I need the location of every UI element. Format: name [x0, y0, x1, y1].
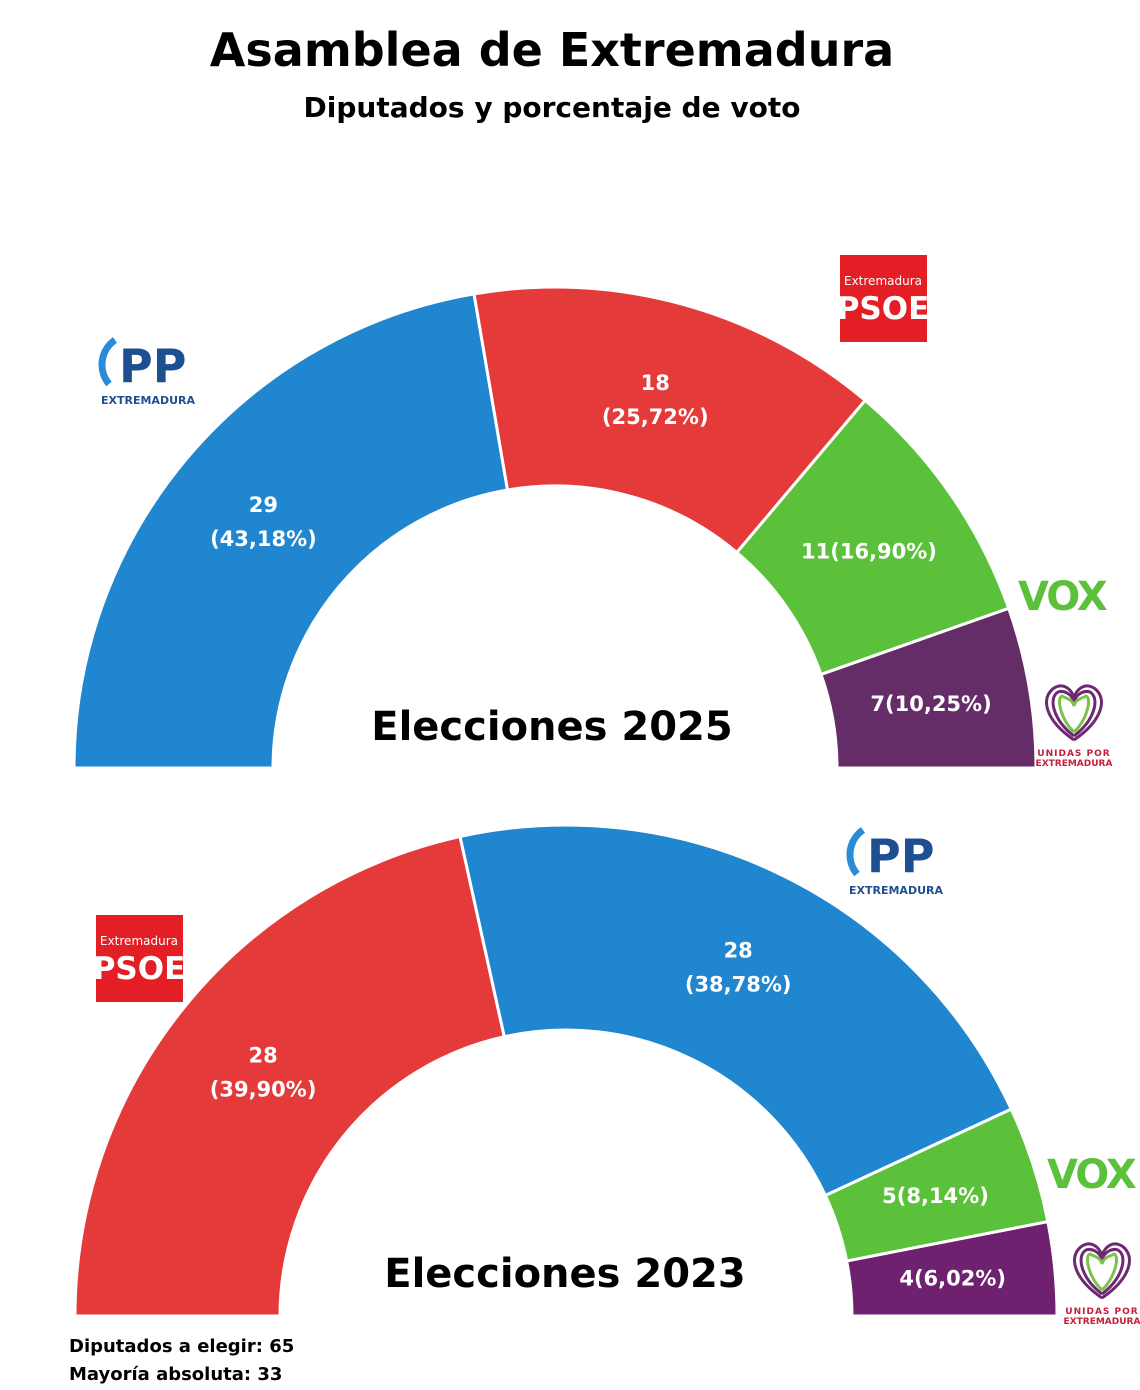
svg-text:PSOE: PSOE — [837, 291, 930, 327]
vox-logo: VOX — [1047, 1152, 1139, 1198]
segment-label: 5(8,14%) — [882, 1184, 989, 1208]
svg-text:PSOE: PSOE — [93, 951, 186, 987]
svg-text:PP: PP — [867, 829, 934, 883]
segment-label: 18 (25,72%) — [602, 371, 709, 429]
chart-2025-title: Elecciones 2025 — [371, 704, 732, 750]
segment-label: 28 (39,90%) — [210, 1044, 317, 1102]
svg-text:UNIDAS POR: UNIDAS POR — [1065, 1307, 1138, 1317]
svg-text:UNIDAS POR: UNIDAS POR — [1037, 749, 1110, 759]
svg-text:EXTREMADURA: EXTREMADURA — [1036, 759, 1113, 769]
segment-psoe — [472, 285, 868, 555]
segment-pp — [72, 292, 510, 770]
chart-2023-title: Elecciones 2023 — [384, 1251, 745, 1297]
svg-text:EXTREMADURA: EXTREMADURA — [1064, 1317, 1140, 1327]
svg-text:Extremadura: Extremadura — [100, 934, 178, 948]
chart-2025: 29 (43,18%) 18 (25,72%) 11(16,90%) 7(10,25%) — [72, 285, 1038, 770]
absolute-majority: Mayoría absoluta: 33 — [69, 1364, 282, 1385]
segment-label: 29 (43,18%) — [210, 493, 317, 551]
segment-up2023 — [844, 1219, 1059, 1318]
chart-2023: 28 (39,90%) 28 (38,78%) 5(8,14%) 4(6,02%) — [73, 823, 1059, 1318]
segment-label: 28 (38,78%) — [685, 939, 792, 997]
vox-logo: VOX — [1018, 574, 1110, 620]
chart-title: Asamblea de Extremadura — [210, 23, 894, 77]
chart-subtitle: Diputados y porcentaje de voto — [304, 91, 801, 124]
svg-text:VOX: VOX — [1047, 1152, 1137, 1198]
segment-label: 4(6,02%) — [899, 1267, 1006, 1291]
segment-up — [819, 606, 1038, 770]
segment-label: 7(10,25%) — [870, 692, 991, 716]
svg-text:EXTREMADURA: EXTREMADURA — [849, 884, 943, 897]
segment-psoe — [73, 834, 507, 1318]
psoe-logo: Extremadura PSOE — [93, 915, 186, 1002]
svg-text:VOX: VOX — [1018, 574, 1108, 620]
segment-label: 11(16,90%) — [801, 539, 937, 563]
psoe-logo: Extremadura PSOE — [837, 255, 930, 342]
svg-text:EXTREMADURA: EXTREMADURA — [101, 394, 195, 407]
seats-to-elect: Diputados a elegir: 65 — [69, 1336, 294, 1357]
svg-text:PP: PP — [119, 339, 186, 393]
svg-text:Extremadura: Extremadura — [844, 274, 922, 288]
segment-pp — [458, 823, 1014, 1198]
